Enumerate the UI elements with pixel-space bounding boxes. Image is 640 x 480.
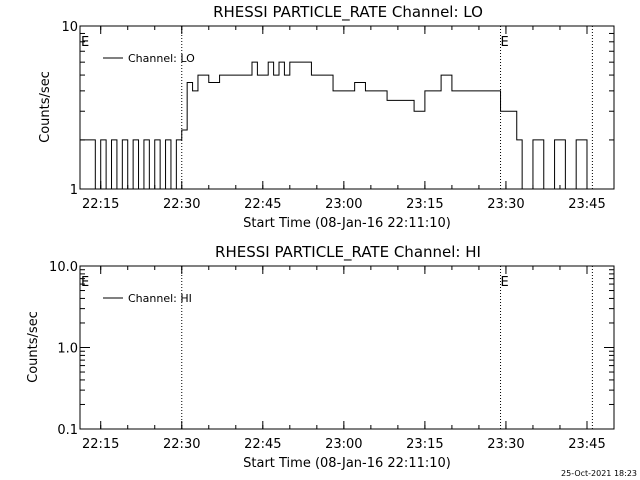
marker-label: E — [501, 275, 509, 290]
vlines-hi — [181, 266, 593, 429]
vlines-lo — [181, 26, 593, 189]
x-tick-label: 23:30 — [487, 197, 524, 212]
timestamp: 25-Oct-2021 18:23 — [561, 469, 637, 478]
x-tick-label: 22:30 — [163, 437, 200, 452]
chart-title-lo: RHESSI PARTICLE_RATE Channel: LO — [213, 3, 483, 22]
chart-title-hi: RHESSI PARTICLE_RATE Channel: HI — [215, 243, 481, 262]
x-tick-label: 22:15 — [82, 197, 119, 212]
y-tick-label: 10 — [61, 20, 78, 35]
x-ticks-hi: 22:15 22:30 22:45 23:00 23:15 23:30 23:45 — [82, 266, 606, 452]
x-ticks-lo: 22:15 22:30 22:45 23:00 23:15 23:30 23:45 — [82, 26, 606, 212]
y-tick-label: 1 — [70, 183, 78, 198]
x-tick-label: 22:45 — [244, 197, 281, 212]
x-tick-label: 22:30 — [163, 197, 200, 212]
legend-label-hi: Channel: HI — [128, 292, 192, 305]
panel-hi: RHESSI PARTICLE_RATE Channel: HI Counts/… — [26, 243, 615, 471]
x-tick-label: 22:45 — [244, 437, 281, 452]
y-tick-label: 10.0 — [49, 260, 78, 275]
y-axis-label-lo: Counts/sec — [38, 71, 53, 143]
x-tick-label: 23:00 — [325, 437, 362, 452]
panel-lo: RHESSI PARTICLE_RATE Channel: LO Counts/… — [38, 3, 615, 231]
x-tick-label: 22:15 — [82, 437, 119, 452]
x-tick-label: 23:45 — [568, 197, 605, 212]
marker-label: E — [501, 35, 509, 50]
x-axis-label-hi: Start Time (08-Jan-16 22:11:10) — [243, 456, 451, 471]
x-tick-label: 23:00 — [325, 197, 362, 212]
x-tick-label: 23:15 — [406, 197, 443, 212]
y-ticks-lo: 10 1 — [61, 20, 614, 198]
y-ticks-hi: 10.0 1.0 0.1 — [49, 260, 614, 438]
y-axis-label-hi: Counts/sec — [26, 311, 41, 383]
x-tick-label: 23:30 — [487, 437, 524, 452]
series-line-channel-lo — [80, 61, 593, 190]
legend-label-lo: Channel: LO — [128, 52, 195, 65]
marker-label: E — [81, 275, 89, 290]
marker-label: E — [81, 35, 89, 50]
plot-frame-hi — [79, 265, 615, 430]
y-tick-label: 0.1 — [57, 423, 78, 438]
plot-frame-lo — [79, 25, 615, 190]
x-tick-label: 23:15 — [406, 437, 443, 452]
y-tick-label: 1.0 — [57, 342, 78, 357]
x-tick-label: 23:45 — [568, 437, 605, 452]
x-axis-label-lo: Start Time (08-Jan-16 22:11:10) — [243, 216, 451, 231]
